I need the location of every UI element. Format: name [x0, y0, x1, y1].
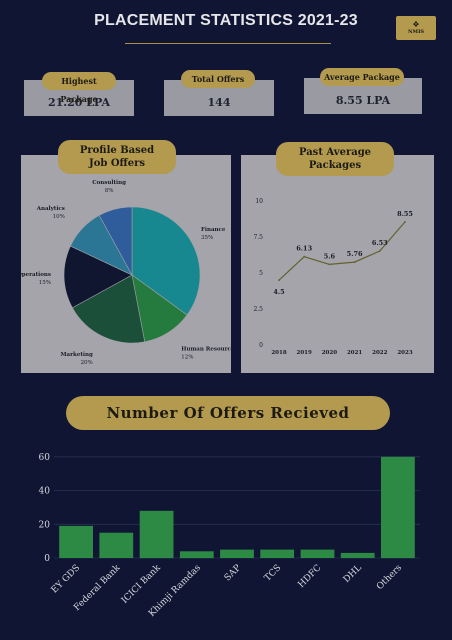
bar-y-tick-label: 20 — [39, 520, 51, 530]
bar-x-tick-label: SAP — [223, 563, 243, 583]
line-x-tick-label: 2023 — [397, 350, 412, 356]
bar-x-tick-label: ICICI Bank — [120, 563, 163, 606]
line-data-label: 4.5 — [273, 288, 285, 296]
line-x-tick-label: 2021 — [347, 350, 362, 356]
bar-federal-bank — [99, 532, 134, 558]
line-x-tick-label: 2020 — [322, 350, 337, 356]
logo-emblem-icon: ❖ — [412, 20, 420, 29]
pie-chart-title: Profile Based Job Offers — [58, 140, 176, 174]
bar-icici-bank — [139, 510, 174, 559]
line-data-label: 8.55 — [397, 210, 413, 218]
bar-tcs — [260, 549, 295, 558]
line-chart-title-line2: Packages — [308, 160, 362, 171]
bar-x-tick-label: Others — [375, 563, 404, 592]
pie-slice-marketing — [72, 274, 146, 344]
bar-dhl — [340, 552, 375, 558]
line-data-label: 5.6 — [324, 252, 336, 260]
average-package-label: Average Package — [320, 68, 404, 86]
highest-package-label: Highest Package — [42, 72, 116, 104]
pie-percent-analytics: 10% — [53, 214, 65, 220]
line-point — [278, 279, 280, 282]
line-data-label: 5.76 — [347, 250, 363, 258]
line-x-tick-label: 2022 — [372, 350, 387, 356]
bar-x-tick-label: DHL — [342, 563, 364, 585]
line-point — [378, 250, 381, 252]
line-y-tick-label: 0 — [259, 342, 263, 349]
pie-percent-marketing: 20% — [81, 360, 93, 366]
logo-text: NMIS — [407, 29, 425, 35]
bar-khimji-ramdas — [179, 551, 214, 559]
bar-sap — [220, 549, 254, 558]
pie-chart: Finance 35% Human Resource 12% Marketing 20% O… — [17, 180, 235, 366]
pie-label-human-resource: Human Resource — [181, 347, 231, 353]
line-data-label: 6.53 — [372, 239, 388, 247]
bar-x-tick-label: HDFC — [297, 563, 324, 590]
pie-percent-operations: 15% — [39, 280, 51, 286]
bar-x-tick-label: EY GDS — [50, 563, 82, 595]
pie-label-analytics: Analytics — [36, 206, 65, 212]
pie-slice-finance — [131, 206, 201, 316]
line-y-tick-label: 2.5 — [253, 306, 263, 313]
nmims-logo-icon: ❖ NMIS — [396, 16, 436, 40]
total-offers-label: Total Offers — [181, 70, 255, 88]
pie-chart-title-line2: Job Offers — [88, 158, 146, 169]
pie-label-finance: Finance — [201, 227, 226, 233]
title-underline — [125, 43, 331, 44]
line-point — [404, 221, 406, 223]
bar-others — [381, 456, 415, 559]
pie-label-consulting: Consulting — [92, 180, 126, 186]
pie-chart-panel: Finance 35% Human Resource 12% Marketing 20% O… — [17, 155, 235, 373]
line-point — [303, 255, 306, 258]
line-series — [278, 221, 406, 281]
line-y-tick-label: 10 — [255, 198, 263, 205]
pie-chart-title-line1: Profile Based — [79, 145, 155, 156]
average-package-card: 8.55 LPA — [304, 78, 422, 114]
bar-chart-title: Number Of Offers Recieved — [66, 396, 390, 430]
line-x-tick-label: 2019 — [297, 350, 312, 356]
line-x-tick-label: 2018 — [271, 350, 286, 356]
line-chart: 0 2.5 5 7.5 10 2018 2019 2020 2021 2022 2023 4.5 6.1… — [253, 198, 413, 356]
line-point — [328, 263, 331, 266]
bar-hdfc — [300, 549, 335, 558]
line-y-tick-label: 5 — [259, 270, 263, 277]
bar-y-tick-label: 40 — [39, 487, 51, 497]
line-chart-panel: 0 2.5 5 7.5 10 2018 2019 2020 2021 2022 2023 4.5 6.1… — [241, 155, 434, 373]
line-data-label: 6.13 — [296, 245, 312, 253]
pie-slice-consulting — [98, 206, 133, 276]
pie-percent-human-resource: 12% — [181, 355, 193, 361]
bar-y-tick-label: 0 — [44, 554, 50, 564]
line-y-tick-label: 7.5 — [253, 234, 263, 241]
page-title: PLACEMENT STATISTICS 2021-23 — [94, 12, 358, 29]
pie-label-marketing: Marketing — [60, 352, 92, 358]
line-chart-title: Past Average Packages — [276, 142, 394, 176]
pie-slice-operations — [63, 245, 133, 309]
line-chart-title-line1: Past Average — [298, 147, 372, 158]
highest-package-value: 21.20 LPA — [24, 80, 134, 121]
bar-x-tick-label: TCS — [263, 563, 284, 584]
bar-y-tick-label: 60 — [39, 453, 51, 463]
pie-percent-finance: 35% — [201, 235, 213, 241]
pie-percent-consulting: 8% — [105, 188, 114, 194]
bar-ey-gds — [59, 525, 93, 558]
total-offers-value: 144 — [207, 96, 231, 109]
line-point — [353, 261, 356, 263]
pie-label-operations: Operations — [21, 272, 51, 278]
average-package-value: 8.55 LPA — [335, 94, 391, 107]
